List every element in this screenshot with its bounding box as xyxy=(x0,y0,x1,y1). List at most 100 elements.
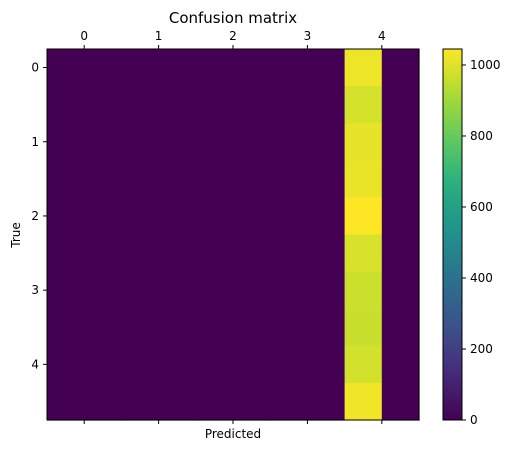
heatmap-cell xyxy=(344,308,383,347)
heatmap-cell xyxy=(47,123,85,161)
heatmap-cell xyxy=(307,271,346,310)
heatmap-cell xyxy=(344,86,383,124)
heatmap-cell xyxy=(307,234,346,273)
heatmap-cell xyxy=(344,271,383,310)
heatmap-cell xyxy=(233,345,271,384)
heatmap-cell xyxy=(47,234,85,273)
heatmap-cell xyxy=(270,308,308,347)
heatmap-cell xyxy=(307,160,346,198)
heatmap-cell xyxy=(158,382,197,421)
heatmap-cell xyxy=(270,271,308,310)
heatmap-cell xyxy=(121,86,160,124)
heatmap-cell xyxy=(344,345,383,384)
x-ticks-top: 0 1 2 3 4 xyxy=(80,29,386,49)
heatmap-cell xyxy=(47,197,85,236)
heatmap-cell xyxy=(195,197,234,236)
y-tick-label: 0 xyxy=(31,61,39,75)
heatmap-cell xyxy=(121,382,160,421)
heatmap-cell xyxy=(195,345,234,384)
chart-title: Confusion matrix xyxy=(169,9,297,27)
heatmap-cell xyxy=(121,123,160,161)
heatmap-cell xyxy=(344,123,383,161)
y-tick-label: 4 xyxy=(31,357,39,371)
heatmap-cell xyxy=(84,271,122,310)
heatmap-cell xyxy=(121,234,160,273)
x-ticks-bottom xyxy=(83,420,383,424)
heatmap-cell xyxy=(233,86,271,124)
heatmap-cell xyxy=(381,123,420,161)
heatmap-cell xyxy=(270,345,308,384)
colorbar-tick-label: 800 xyxy=(470,129,493,143)
heatmap-cell xyxy=(270,382,308,421)
heatmap-cell xyxy=(121,345,160,384)
heatmap-cell xyxy=(307,86,346,124)
x-axis-label: Predicted xyxy=(205,427,261,441)
heatmap-cell xyxy=(233,123,271,161)
heatmap-cell xyxy=(307,345,346,384)
colorbar-tick-label: 0 xyxy=(470,413,478,427)
heatmap-cell xyxy=(233,160,271,198)
colorbar-tick-label: 1000 xyxy=(470,58,501,72)
heatmap-cell xyxy=(84,308,122,347)
heatmap-cell xyxy=(344,160,383,198)
colorbar xyxy=(442,48,463,421)
heatmap-cell xyxy=(344,234,383,273)
heatmap-cells xyxy=(47,49,420,421)
heatmap-cell xyxy=(195,86,234,124)
heatmap-cell xyxy=(381,271,420,310)
heatmap-cell xyxy=(381,382,420,421)
heatmap-cell xyxy=(344,382,383,421)
heatmap-cell xyxy=(158,271,197,310)
heatmap-cell xyxy=(381,86,420,124)
x-tick-label: 3 xyxy=(304,29,312,43)
heatmap-cell xyxy=(84,234,122,273)
heatmap-cell xyxy=(121,271,160,310)
heatmap-cell xyxy=(233,234,271,273)
heatmap-cell xyxy=(270,160,308,198)
heatmap-cell xyxy=(381,345,420,384)
heatmap-cell xyxy=(233,49,271,87)
heatmap-cell xyxy=(270,49,308,87)
heatmap-cell xyxy=(233,197,271,236)
heatmap-cell xyxy=(307,123,346,161)
x-tick-label: 1 xyxy=(155,29,163,43)
heatmap-cell xyxy=(307,382,346,421)
y-axis-label: True xyxy=(9,222,23,249)
heatmap-cell xyxy=(344,49,383,87)
colorbar-tick-label: 600 xyxy=(470,200,493,214)
heatmap-cell xyxy=(158,345,197,384)
x-tick-label: 2 xyxy=(229,29,237,43)
heatmap-cell xyxy=(158,197,197,236)
heatmap-cell xyxy=(307,308,346,347)
heatmap-cell xyxy=(233,382,271,421)
heatmap-cell xyxy=(47,345,85,384)
heatmap-cell xyxy=(381,308,420,347)
heatmap-cell xyxy=(195,271,234,310)
colorbar-tick-label: 400 xyxy=(470,271,493,285)
heatmap-cell xyxy=(270,86,308,124)
heatmap-cell xyxy=(158,49,197,87)
heatmap-cell xyxy=(270,234,308,273)
heatmap-cell xyxy=(195,49,234,87)
heatmap-cell xyxy=(381,160,420,198)
heatmap-cell xyxy=(158,86,197,124)
heatmap-cell xyxy=(47,308,85,347)
heatmap-cell xyxy=(195,234,234,273)
heatmap-cell xyxy=(344,197,383,236)
x-tick-label: 4 xyxy=(378,29,386,43)
heatmap-cell xyxy=(84,123,122,161)
heatmap-cell xyxy=(84,49,122,87)
heatmap-cell xyxy=(47,271,85,310)
heatmap-cell xyxy=(195,160,234,198)
heatmap-cell xyxy=(121,197,160,236)
heatmap-cell xyxy=(270,197,308,236)
heatmap-cell xyxy=(307,197,346,236)
colorbar-tick-label: 200 xyxy=(470,342,493,356)
heatmap-cell xyxy=(84,345,122,384)
heatmap-cell xyxy=(233,271,271,310)
y-tick-label: 2 xyxy=(31,209,39,223)
heatmap-cell xyxy=(84,197,122,236)
heatmap-cell xyxy=(47,86,85,124)
heatmap-cell xyxy=(270,123,308,161)
